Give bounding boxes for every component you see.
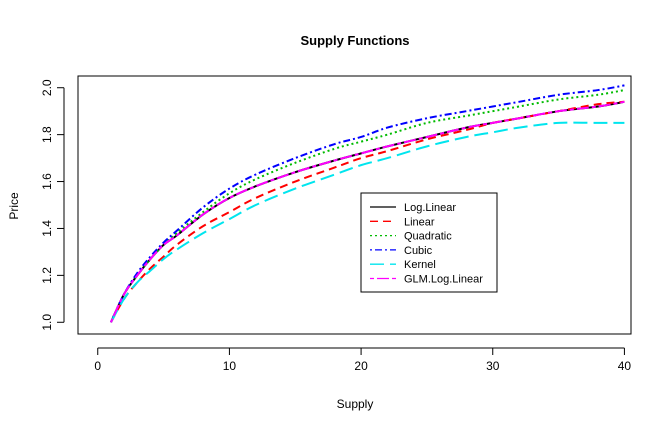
- y-tick-label: 2.0: [40, 79, 54, 96]
- legend-label: Log.Linear: [404, 202, 456, 214]
- legend: Log.Linear Linear Quadratic Cubic Kernel GLM.…: [360, 192, 498, 293]
- series-line-linear: [110, 100, 625, 323]
- y-axis: 1.0 1.2 1.4 1.6 1.8 2.0: [40, 79, 65, 331]
- legend-label: Linear: [404, 216, 435, 228]
- x-tick-label: 10: [223, 359, 237, 373]
- plot-lines: [110, 84, 625, 323]
- y-tick-label: 1.0: [40, 314, 54, 331]
- legend-label: GLM.Log.Linear: [404, 274, 483, 286]
- x-tick-label: 20: [354, 359, 368, 373]
- x-tick-label: 40: [618, 359, 632, 373]
- x-tick-label: 0: [94, 359, 101, 373]
- x-tick-label: 30: [486, 359, 500, 373]
- legend-items: Log.Linear Linear Quadratic Cubic Kernel GLM.…: [370, 202, 483, 286]
- legend-label: Quadratic: [404, 231, 452, 243]
- x-axis-label: Supply: [337, 397, 374, 411]
- y-tick-label: 1.2: [40, 267, 54, 284]
- series-line-glm-log-linear: [110, 100, 625, 323]
- y-tick-label: 1.4: [40, 220, 54, 237]
- chart-title: Supply Functions: [300, 33, 409, 48]
- legend-label: Kernel: [404, 259, 436, 271]
- plot-frame: [77, 75, 632, 335]
- x-axis: 0 10 20 30 40: [94, 347, 632, 373]
- legend-box: [360, 192, 498, 293]
- y-tick-label: 1.8: [40, 126, 54, 143]
- series-line-kernel: [110, 121, 625, 323]
- y-tick-label: 1.6: [40, 173, 54, 190]
- y-axis-label: Price: [7, 192, 21, 220]
- series-line-cubic: [110, 84, 625, 323]
- legend-label: Cubic: [404, 245, 433, 257]
